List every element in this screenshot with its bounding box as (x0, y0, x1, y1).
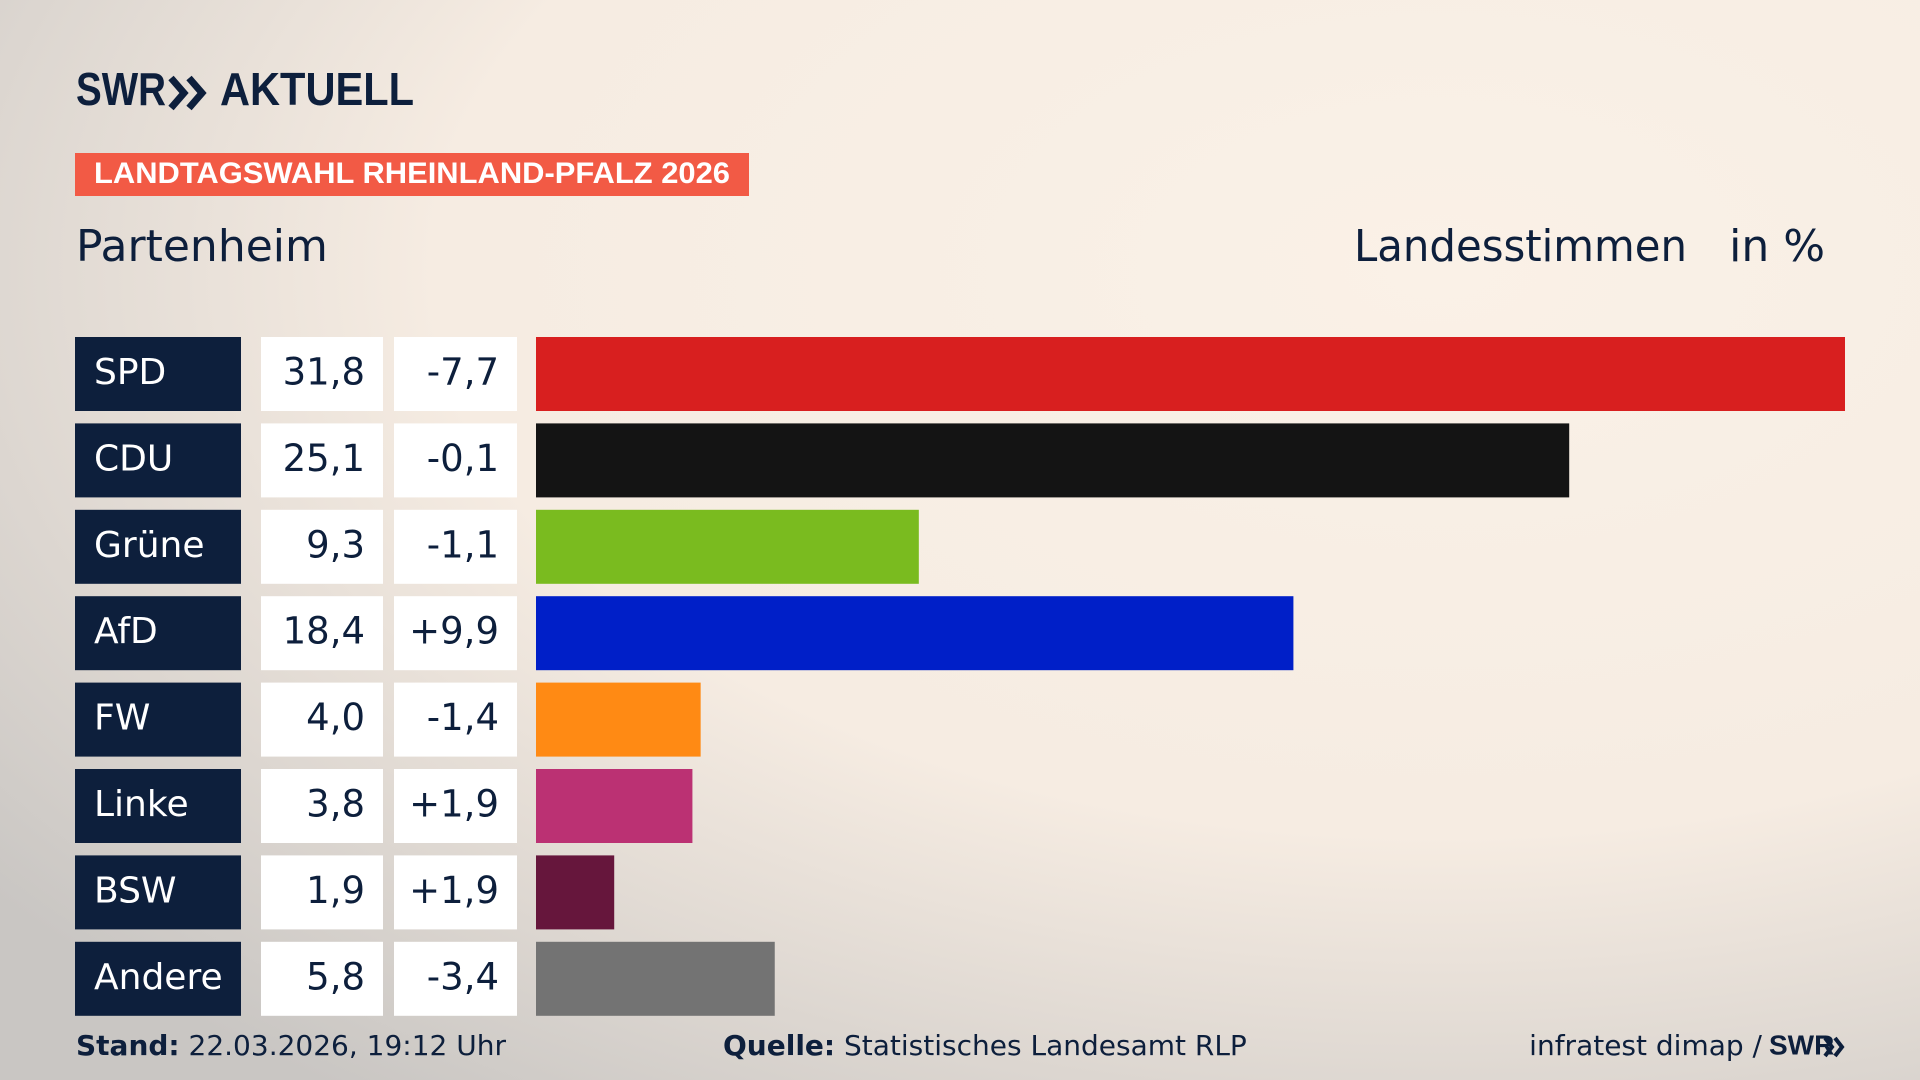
bar (536, 769, 693, 843)
party-label: AfD (94, 611, 158, 652)
change-label: -1,1 (427, 523, 499, 566)
party-label: SPD (94, 352, 166, 393)
party-box (75, 941, 241, 1016)
party-label: Andere (94, 957, 223, 998)
value-box (261, 855, 383, 930)
party-box (75, 423, 241, 498)
value-box (261, 423, 383, 498)
bar (536, 337, 1845, 411)
stand: 22.03.2026, 19:12 Uhr (189, 1029, 507, 1062)
value-label: 3,8 (306, 783, 365, 826)
party-label: BSW (94, 870, 177, 911)
brand-suffix: AKTUELL (220, 63, 414, 115)
change-box (394, 509, 517, 584)
party-box (75, 337, 241, 411)
value-box (261, 337, 383, 411)
credit-brand: SWR (1769, 1029, 1834, 1060)
party-box (75, 769, 241, 843)
party-label: FW (94, 698, 150, 739)
change-label: +1,9 (409, 783, 499, 826)
change-label: -3,4 (427, 955, 499, 998)
value-label: 4,0 (306, 696, 365, 739)
footer-stand: Stand: 22.03.2026, 19:12 Uhr (76, 1029, 506, 1062)
bar (536, 941, 775, 1016)
change-box (394, 769, 517, 843)
change-label: -0,1 (427, 437, 499, 480)
change-label: +9,9 (409, 610, 499, 653)
value-label: 9,3 (306, 523, 365, 566)
bar (536, 509, 919, 584)
value-label: 1,9 (306, 869, 365, 912)
party-label: CDU (94, 438, 173, 479)
credit: infratest dimap / (1529, 1029, 1762, 1062)
banner: LANDTAGSWAHL RHEINLAND-PFALZ 2026 (94, 157, 730, 190)
value-label: 25,1 (283, 437, 365, 480)
change-box (394, 596, 517, 671)
stand-label: Stand: (76, 1029, 180, 1062)
value-label: 18,4 (283, 610, 365, 653)
footer-source: Quelle: Statistisches Landesamt RLP (723, 1029, 1247, 1062)
change-box (394, 682, 517, 757)
value-box (261, 682, 383, 757)
credit-chevrons (1823, 1036, 1845, 1058)
change-label: -7,7 (427, 351, 499, 394)
chart-title: Partenheim (76, 221, 328, 272)
value-box (261, 509, 383, 584)
party-box (75, 596, 241, 671)
change-box (394, 337, 517, 411)
party-label: Grüne (94, 525, 204, 566)
bar (536, 596, 1294, 671)
value-label: 31,8 (283, 351, 365, 394)
bar (536, 423, 1570, 498)
brand: SWR (76, 63, 166, 115)
value-box (261, 941, 383, 1016)
change-label: -1,4 (427, 696, 499, 739)
bar (536, 855, 615, 930)
bar (536, 682, 701, 757)
party-box (75, 509, 241, 584)
source-label: Quelle: (723, 1029, 835, 1062)
value-label: 5,8 (306, 955, 365, 998)
value-box (261, 596, 383, 671)
party-label: Linke (94, 784, 189, 825)
change-label: +1,9 (409, 869, 499, 912)
subtitle: Landesstimmen (1354, 221, 1687, 272)
change-box (394, 941, 517, 1016)
party-box (75, 855, 241, 930)
value-box (261, 769, 383, 843)
change-box (394, 855, 517, 930)
source: Statistisches Landesamt RLP (844, 1029, 1247, 1062)
brand-chevrons (168, 75, 207, 111)
banner-box (75, 153, 749, 196)
unit-label: in % (1729, 221, 1825, 272)
party-box (75, 682, 241, 757)
change-box (394, 423, 517, 498)
